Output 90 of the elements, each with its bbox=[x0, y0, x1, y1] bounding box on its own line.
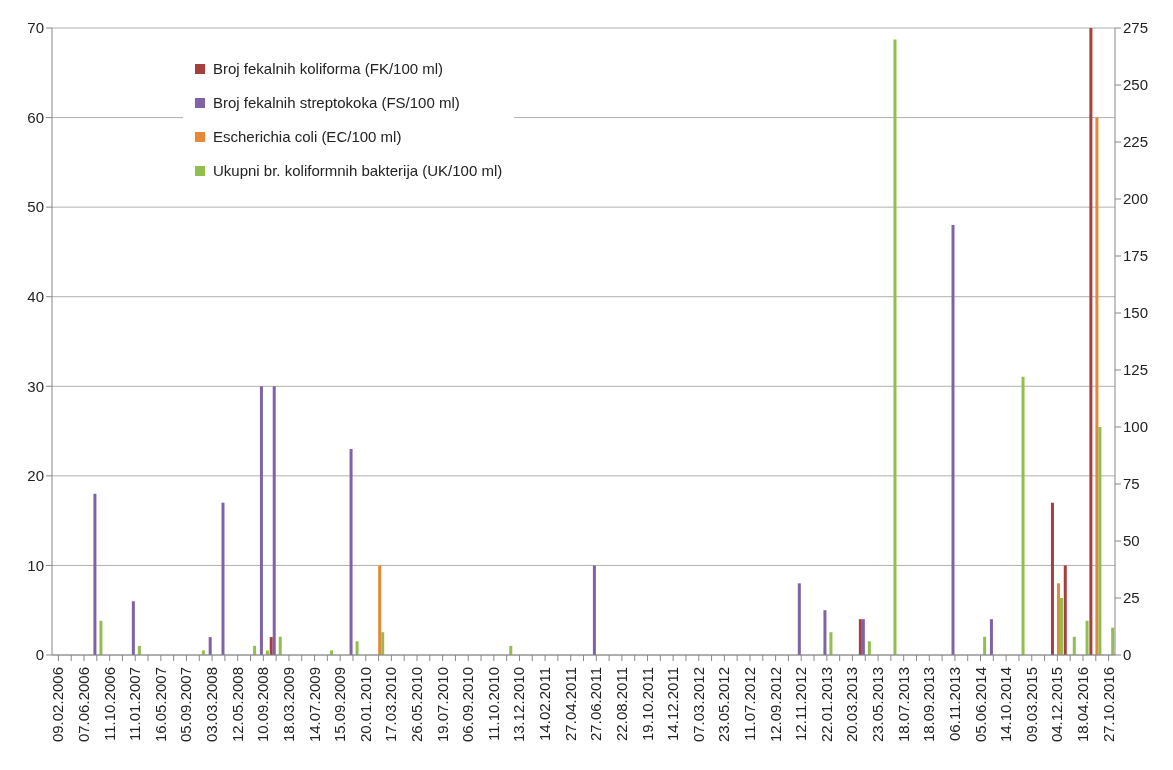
x-tick-label: 14.02.2011 bbox=[536, 667, 554, 741]
x-tick-label: 22.01.2013 bbox=[817, 667, 835, 743]
y-tick-label: 60 bbox=[27, 108, 44, 126]
y2-tick-label: 25 bbox=[1123, 589, 1140, 607]
x-tick-label: 20.03.2013 bbox=[843, 667, 861, 743]
x-tick-label: 20.01.2010 bbox=[356, 667, 374, 743]
x-tick-label: 05.06.2014 bbox=[971, 667, 989, 743]
x-tick-label: 11.01.2007 bbox=[126, 667, 144, 741]
y-tick-label: 30 bbox=[27, 377, 44, 395]
y2-tick-label: 200 bbox=[1123, 190, 1149, 208]
bar bbox=[951, 225, 955, 655]
bar bbox=[269, 637, 273, 655]
x-tick-label: 18.03.2009 bbox=[279, 667, 297, 743]
bar bbox=[208, 637, 212, 655]
y2-tick-label: 75 bbox=[1123, 475, 1140, 493]
bar bbox=[1111, 627, 1115, 655]
bar bbox=[93, 493, 97, 655]
x-tick-label: 15.09.2009 bbox=[331, 667, 349, 743]
x-tick-label: 06.09.2010 bbox=[459, 667, 477, 743]
x-tick-label: 23.05.2012 bbox=[715, 667, 733, 743]
bar bbox=[1089, 28, 1093, 655]
x-tick-label: 09.02.2006 bbox=[49, 667, 67, 743]
x-tick-label: 14.12.2011 bbox=[664, 667, 682, 741]
x-tick-label: 22.08.2011 bbox=[612, 667, 630, 741]
x-tick-label: 12.11.2012 bbox=[792, 667, 810, 741]
x-tick-label: 07.03.2012 bbox=[689, 667, 707, 743]
y2-tick-label: 250 bbox=[1123, 76, 1149, 94]
bar bbox=[278, 636, 282, 655]
bar bbox=[131, 601, 135, 655]
x-tick-label: 19.10.2011 bbox=[638, 667, 656, 741]
y2-tick-label: 150 bbox=[1123, 304, 1149, 322]
x-tick-label: 27.06.2011 bbox=[587, 667, 605, 741]
x-tick-label: 26.05.2010 bbox=[408, 667, 426, 743]
y-tick-label: 40 bbox=[27, 288, 44, 306]
bar bbox=[893, 39, 897, 655]
x-tick-label: 11.10.2006 bbox=[100, 667, 118, 741]
x-tick-label: 19.07.2010 bbox=[433, 667, 451, 743]
x-tick-label: 14.07.2009 bbox=[305, 667, 323, 743]
y2-tick-label: 125 bbox=[1123, 361, 1149, 379]
y2-tick-label: 225 bbox=[1123, 133, 1149, 151]
x-tick-label: 12.09.2012 bbox=[766, 667, 784, 743]
bar bbox=[1085, 620, 1089, 655]
bar bbox=[1021, 376, 1025, 655]
bar bbox=[259, 386, 263, 655]
bar bbox=[1095, 117, 1099, 655]
bar bbox=[378, 565, 382, 655]
bar bbox=[349, 448, 353, 655]
bar bbox=[797, 583, 801, 655]
x-tick-label: 07.06.2006 bbox=[75, 667, 93, 743]
x-tick-label: 06.11.2013 bbox=[945, 667, 963, 741]
x-tick-label: 18.07.2013 bbox=[894, 667, 912, 743]
x-tick-label: 11.10.2010 bbox=[484, 667, 502, 741]
y2-tick-label: 275 bbox=[1123, 19, 1149, 37]
y-tick-label: 0 bbox=[35, 646, 44, 664]
y2-tick-label: 100 bbox=[1123, 418, 1149, 436]
bar bbox=[355, 641, 359, 655]
x-tick-label: 10.09.2008 bbox=[254, 667, 272, 743]
y2-tick-label: 50 bbox=[1123, 532, 1140, 550]
legend-label: Ukupni br. koliformnih bakterija (UK/100 ml) bbox=[213, 161, 503, 181]
y2-tick-label: 0 bbox=[1123, 646, 1132, 664]
x-tick-label: 23.05.2013 bbox=[869, 667, 887, 743]
x-tick-label: 17.03.2010 bbox=[382, 667, 400, 743]
x-tick-label: 11.07.2012 bbox=[740, 667, 758, 741]
x-tick-label: 27.04.2011 bbox=[561, 667, 579, 741]
x-tick-label: 18.09.2013 bbox=[920, 667, 938, 743]
bar bbox=[99, 620, 103, 655]
x-tick-label: 14.10.2014 bbox=[997, 667, 1015, 743]
y-tick-label: 70 bbox=[27, 19, 44, 37]
y-tick-label: 20 bbox=[27, 467, 44, 485]
legend-label: Broj fekalnih streptokoka (FS/100 ml) bbox=[213, 93, 460, 113]
x-tick-label: 27.10.2016 bbox=[1099, 667, 1117, 743]
x-tick-label: 09.03.2015 bbox=[1022, 667, 1040, 743]
bar bbox=[272, 386, 276, 655]
x-tick-label: 05.09.2007 bbox=[177, 667, 195, 743]
legend-label: Broj fekalnih koliforma (FK/100 ml) bbox=[213, 59, 444, 79]
x-tick-label: 13.12.2010 bbox=[510, 667, 528, 743]
x-tick-label: 03.03.2008 bbox=[203, 667, 221, 743]
y-tick-label: 10 bbox=[27, 556, 44, 574]
y2-tick-label: 175 bbox=[1123, 247, 1149, 265]
bar bbox=[1072, 636, 1076, 655]
legend-label: Escherichia coli (EC/100 ml) bbox=[213, 127, 402, 147]
x-tick-label: 04.12.2015 bbox=[1048, 667, 1066, 743]
x-tick-label: 18.04.2016 bbox=[1073, 667, 1091, 743]
bar bbox=[381, 632, 385, 655]
y-tick-label: 50 bbox=[27, 198, 44, 216]
x-tick-label: 16.05.2007 bbox=[151, 667, 169, 743]
bar bbox=[592, 565, 596, 655]
x-tick-label: 12.05.2008 bbox=[228, 667, 246, 743]
bar bbox=[221, 502, 225, 655]
bar bbox=[1050, 502, 1054, 655]
